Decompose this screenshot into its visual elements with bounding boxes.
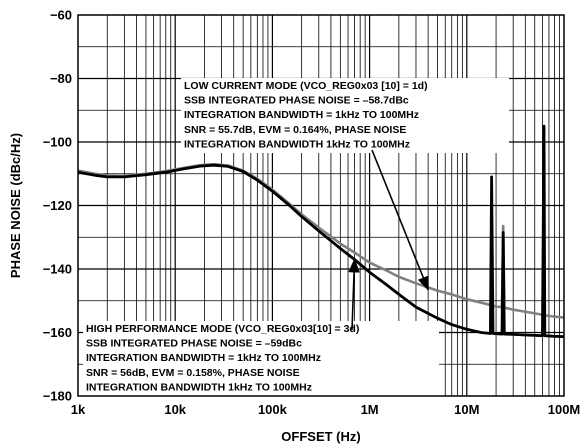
x-tick-label: 100M — [548, 402, 581, 417]
x-tick-label: 1k — [71, 402, 86, 417]
series-group — [77, 124, 565, 338]
annotation-line: INTEGRATION BANDWIDTH 1kHz TO 100MHz — [184, 138, 410, 150]
x-tick-label: 100k — [258, 402, 288, 417]
annotation-arrow-low-current — [371, 149, 429, 291]
y-axis-title: PHASE NOISE (dBc/Hz) — [8, 133, 23, 278]
y-tick-label: −140 — [43, 262, 72, 277]
annotation-background — [181, 78, 509, 153]
annotation-line: SSB INTEGRATED PHASE NOISE = –58.7dBc — [184, 95, 409, 107]
series-line-high-performance — [77, 124, 565, 338]
annotation-line: INTEGRATION BANDWIDTH = 1kHz TO 100MHz — [86, 352, 321, 364]
annotation-line: INTEGRATION BANDWIDTH = 1kHz TO 100MHz — [184, 109, 419, 121]
y-tick-label: −180 — [43, 389, 72, 404]
annotation-line: HIGH PERFORMANCE MODE (VCO_REG0x03[10] =… — [86, 323, 359, 335]
annotation-arrow-high-performance — [348, 258, 360, 331]
x-tick-label: 10M — [454, 402, 479, 417]
annotation-line: INTEGRATION BANDWIDTH 1kHz TO 100MHz — [86, 381, 312, 393]
y-tick-label: −120 — [43, 198, 72, 213]
annotations-group: LOW CURRENT MODE (VCO_REG0x03 [10] = 1d)… — [83, 78, 509, 396]
x-tick-label: 10k — [164, 402, 186, 417]
x-axis-title: OFFSET (Hz) — [281, 429, 360, 444]
annotation-line: SNR = 55.7dB, EVM = 0.164%, PHASE NOISE — [184, 124, 406, 136]
annotation-background — [83, 321, 439, 396]
y-tick-label: −100 — [43, 135, 72, 150]
annotation-line: LOW CURRENT MODE (VCO_REG0x03 [10] = 1d) — [184, 80, 428, 92]
annotation-line: SSB INTEGRATED PHASE NOISE = –59dBc — [86, 338, 302, 350]
y-tick-label: −80 — [50, 71, 72, 86]
plot-frame — [77, 14, 565, 397]
x-tick-label: 1M — [361, 402, 379, 417]
y-tick-label: −160 — [43, 325, 72, 340]
tick-labels: 1k 10k 100k 1M 10M 100M −60 −80 −100 −120 −140 −160… — [43, 8, 581, 418]
y-tick-label: −60 — [50, 8, 72, 23]
annotation-line: SNR = 56dB, EVM = 0.158%, PHASE NOISE — [86, 367, 300, 379]
